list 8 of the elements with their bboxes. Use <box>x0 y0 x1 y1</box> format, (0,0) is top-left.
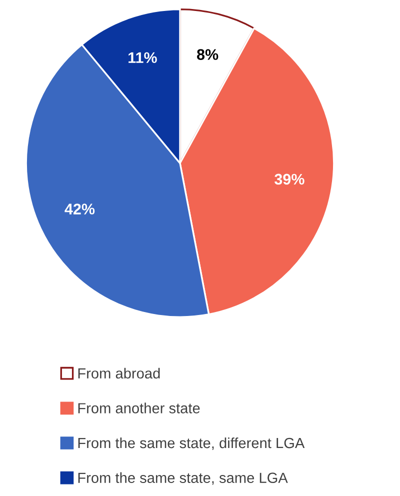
legend-label: From another state <box>78 402 200 414</box>
data-label: 8% <box>197 49 218 60</box>
data-label: 42% <box>64 204 95 214</box>
legend-label: From the same state, different LGA <box>78 437 305 450</box>
legend-label: From the same state, same LGA <box>78 472 288 485</box>
data-label: 11% <box>128 52 157 63</box>
data-label: 39% <box>274 174 304 185</box>
legend-label: From abroad <box>78 368 160 379</box>
